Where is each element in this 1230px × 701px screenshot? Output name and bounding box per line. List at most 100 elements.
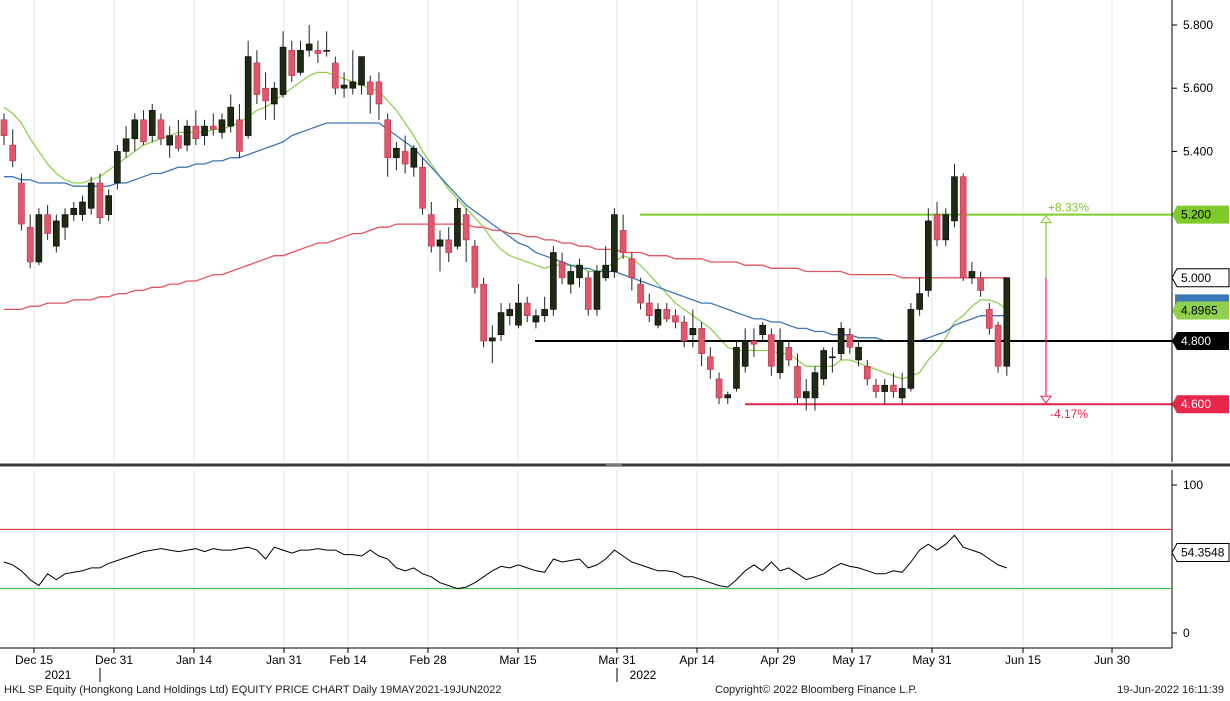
price-tag-box-4 [1172,395,1229,414]
price-tag-box-0 [1172,205,1229,224]
candle-body-79 [689,328,697,335]
candle-body-69 [602,264,609,279]
candle-body-65 [567,271,575,285]
candle-body-42 [366,81,374,95]
candle-body-31 [271,87,278,105]
candle-body-86 [750,340,758,345]
down-arrow-head [1040,395,1052,405]
candle-body-75 [654,309,662,326]
candle-body-64 [558,261,566,279]
price-tick-label: 5.800 [1183,18,1213,32]
candle-body-81 [707,356,714,370]
candle-body-36 [314,49,322,54]
candle-body-93 [811,372,819,399]
candle-body-5 [44,214,51,234]
candle-body-104 [907,309,915,389]
copyright: Copyright© 2022 Bloomberg Finance L.P. [715,684,918,696]
candle-body-29 [253,62,261,95]
candle-body-50 [436,239,444,247]
candle-body-13 [114,151,121,184]
candle-body-6 [53,220,60,247]
x-tick-label: Apr 29 [760,653,796,667]
candle-body-113 [986,309,993,329]
x-tick-label: Jan 14 [176,653,212,667]
candle-body-30 [262,87,269,102]
candle-body-24 [209,125,217,130]
candle-body-96 [837,328,845,354]
timestamp: 19-Jun-2022 16:11:39 [1117,684,1224,696]
candle-body-39 [340,84,348,89]
x-tick-label: Apr 14 [679,653,715,667]
candle-body-23 [201,125,208,136]
up-pct-label: +8.33% [1048,201,1089,215]
candle-body-74 [645,302,653,317]
candle-body-48 [419,166,426,209]
price-tag-label: 5.200 [1181,208,1211,222]
candle-body-26 [227,106,235,127]
ma-line-ma_fast [3,71,1008,380]
rsi-value-tag-label: 54.3548 [1181,546,1225,560]
candle-body-67 [584,277,592,310]
candle-body-110 [959,176,967,279]
candle-body-77 [672,315,679,323]
grid-lines [33,0,1113,648]
x-tick-label: Dec 31 [95,653,133,667]
candle-body-71 [619,230,627,253]
chart-title: HKL SP Equity (Hongkong Land Holdings Lt… [4,684,502,696]
candle-body-52 [454,207,461,247]
price-tag-box-2 [1172,301,1229,320]
candle-body-12 [105,195,112,215]
level-lines [535,213,1172,406]
candle-body-46 [401,151,409,165]
candle-body-87 [759,324,766,335]
candle-body-21 [183,125,191,146]
x-tick-label: May 31 [912,653,952,667]
candle-body-83 [724,394,732,399]
ma-line-ma_slow [4,223,1007,311]
candle-body-34 [297,49,304,73]
candle-body-17 [148,110,156,136]
candle-body-22 [192,125,200,140]
candle-body-60 [523,302,531,317]
candle-body-25 [218,119,226,133]
x-tick-label: Mar 15 [499,653,537,667]
price-tag-box-3 [1172,332,1229,350]
candle-body-43 [375,81,383,105]
candle-body-28 [244,56,252,136]
candle-body-109 [951,176,958,222]
candle-body-98 [855,347,862,361]
price-tick-label: 5.600 [1183,81,1213,95]
candle-body-97 [846,334,854,348]
candle-body-18 [157,119,165,140]
candle-body-55 [480,283,487,342]
price-tag-label: 4.8965 [1181,304,1218,318]
candle-body-73 [637,283,644,304]
candle-body-92 [802,391,810,399]
candle-body-101 [881,384,889,392]
candle-body-47 [410,147,418,168]
price-tag-label: 5.000 [1181,271,1211,285]
candle-body-56 [489,337,496,342]
up-arrow-head [1040,214,1052,224]
candle-body-111 [968,271,976,279]
candle-body-99 [863,365,871,380]
year-label-2022: 2022 [630,668,657,682]
candle-body-53 [462,214,470,241]
x-axis: Dec 15 Dec 31 Jan 14 Jan 31 Feb 14 Feb 28 Mar … [0,647,1172,682]
x-tick-label: May 17 [832,653,872,667]
candle-body-57 [497,312,505,335]
candle-body-9 [79,201,86,215]
rsi-tick-label: 0 [1183,626,1190,640]
candle-body-78 [680,321,688,342]
price-tag-label: 4.600 [1181,397,1211,411]
candle-body-7 [61,214,69,228]
x-tick-label: Jun 30 [1094,653,1130,667]
rsi-tick-label: 100 [1183,478,1203,492]
candle-body-27 [236,119,243,152]
annotations: +8.33% -4.17% [1040,201,1089,421]
candle-body-114 [994,324,1002,367]
rsi-value-tag-box [1171,543,1230,563]
candle-body-20 [175,135,182,149]
down-pct-label: -4.17% [1050,407,1088,421]
